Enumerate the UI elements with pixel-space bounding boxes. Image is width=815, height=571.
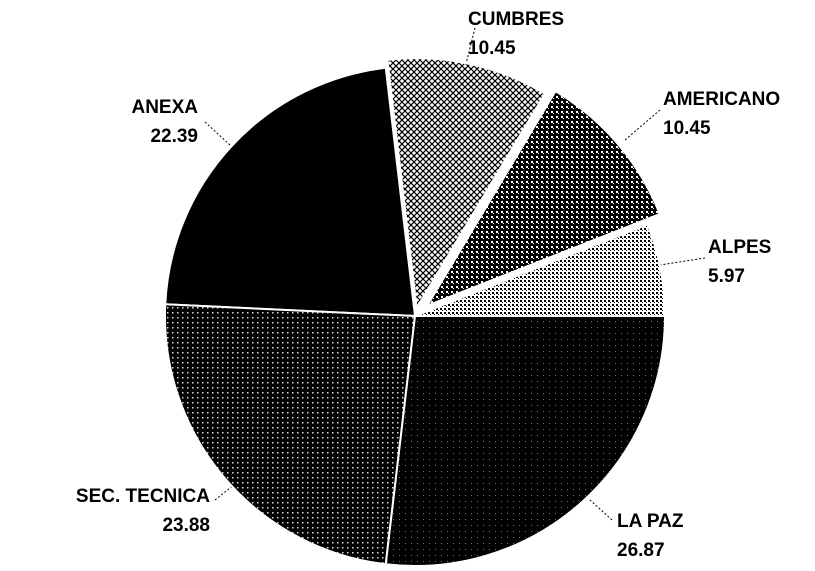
slice-value: 23.88 bbox=[162, 515, 210, 536]
leader-line bbox=[589, 499, 613, 521]
pie-slice bbox=[386, 57, 547, 312]
slice-value: 10.45 bbox=[663, 118, 711, 139]
slice-label: SEC. TECNICA bbox=[76, 486, 210, 507]
slice-value: 10.45 bbox=[468, 38, 516, 59]
slice-label: AMERICANO bbox=[663, 89, 780, 110]
slice-value: 22.39 bbox=[150, 126, 198, 147]
slice-label: LA PAZ bbox=[617, 511, 684, 532]
slice-value: 5.97 bbox=[708, 266, 745, 287]
leader-line bbox=[214, 479, 241, 501]
slice-label: ALPES bbox=[708, 237, 771, 258]
slice-label: CUMBRES bbox=[468, 9, 564, 30]
slice-value: 26.87 bbox=[617, 540, 665, 561]
pie-slice bbox=[384, 315, 667, 567]
pie-slice bbox=[424, 89, 662, 308]
leader-line bbox=[659, 257, 706, 266]
pie-slice bbox=[164, 66, 417, 318]
leader-line bbox=[624, 109, 661, 141]
slice-label: ANEXA bbox=[131, 97, 198, 118]
leader-line bbox=[204, 121, 231, 146]
pie-slice bbox=[164, 303, 417, 566]
